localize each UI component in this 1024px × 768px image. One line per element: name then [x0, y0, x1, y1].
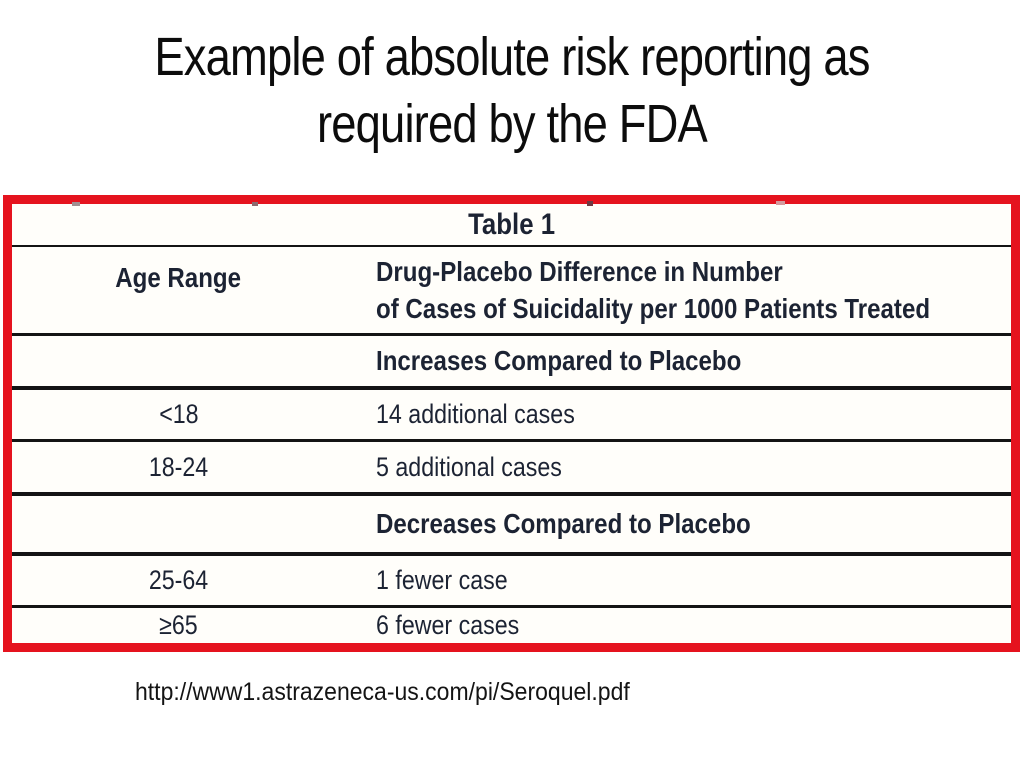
- increases-section-label: Increases Compared to Placebo: [376, 345, 742, 376]
- clipped-text-artifact: [72, 202, 80, 206]
- difference-cell: 1 fewer case: [370, 565, 1011, 596]
- slide-title: Example of absolute risk reporting as re…: [0, 24, 1024, 158]
- difference-value: 1 fewer case: [376, 565, 508, 595]
- section-label-cell: Increases Compared to Placebo: [370, 345, 1011, 377]
- difference-cell: 5 additional cases: [370, 452, 1011, 483]
- difference-cell: 6 fewer cases: [370, 610, 1011, 641]
- table-row: 25-64 1 fewer case: [12, 556, 1011, 608]
- table-row: 18-24 5 additional cases: [12, 442, 1011, 496]
- table-caption: Table 1: [468, 207, 555, 241]
- age-value: <18: [158, 399, 199, 429]
- difference-value: 14 additional cases: [376, 399, 575, 429]
- clipped-text-artifact: [776, 201, 785, 205]
- header-cell-age-range: Age Range: [12, 247, 370, 296]
- source-url: http://www1.astrazeneca-us.com/pi/Seroqu…: [135, 678, 630, 706]
- difference-value: 5 additional cases: [376, 451, 562, 482]
- age-cell: 25-64: [12, 565, 370, 596]
- clipped-text-artifact: [587, 201, 593, 206]
- section-label-cell: Decreases Compared to Placebo: [370, 508, 1011, 540]
- slide-title-line-1: Example of absolute risk reporting as: [154, 27, 870, 87]
- difference-header-line-2: of Cases of Suicidality per 1000 Patient…: [376, 293, 931, 324]
- clipped-text-artifact: [252, 202, 258, 206]
- header-cell-difference: Drug-Placebo Difference in Number of Cas…: [370, 253, 1020, 327]
- age-value: ≥65: [159, 610, 198, 640]
- slide-title-line-2: required by the FDA: [317, 94, 708, 154]
- fda-risk-table: Table 1 Age Range Drug-Placebo Differenc…: [3, 195, 1020, 652]
- difference-cell: 14 additional cases: [370, 399, 1011, 430]
- age-cell: ≥65: [12, 610, 370, 641]
- age-range-header-label: Age Range: [115, 262, 242, 293]
- section-row-decreases: Decreases Compared to Placebo: [12, 496, 1011, 556]
- age-value: 25-64: [148, 565, 209, 595]
- table-caption-row: Table 1: [12, 204, 1011, 247]
- table-row: ≥65 6 fewer cases: [12, 608, 1011, 643]
- age-cell: 18-24: [12, 452, 370, 483]
- age-cell: <18: [12, 399, 370, 430]
- age-value: 18-24: [148, 451, 209, 482]
- table-header-row: Age Range Drug-Placebo Difference in Num…: [12, 247, 1011, 336]
- difference-header-line-1: Drug-Placebo Difference in Number: [376, 256, 783, 287]
- difference-value: 6 fewer cases: [376, 610, 520, 640]
- decreases-section-label: Decreases Compared to Placebo: [376, 508, 751, 539]
- table-row: <18 14 additional cases: [12, 390, 1011, 442]
- section-row-increases: Increases Compared to Placebo: [12, 336, 1011, 390]
